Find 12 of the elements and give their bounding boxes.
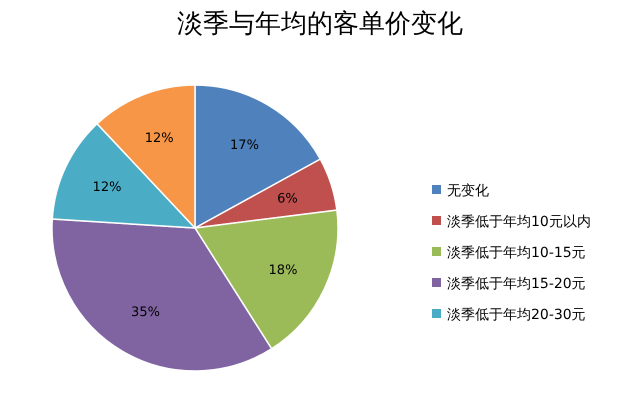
legend-label: 淡季低于年均10元以内 [447, 214, 591, 230]
legend-label: 淡季低于年均10-15元 [447, 244, 586, 261]
chart-title: 淡季与年均的客单价变化 [177, 9, 463, 39]
legend-label: 淡季低于年均15-20元 [447, 276, 586, 292]
data-label: 18% [268, 262, 298, 278]
data-label: 12% [144, 131, 174, 146]
legend-label: 无变化 [447, 182, 489, 199]
legend-label: 淡季低于年均20-30元 [447, 306, 586, 323]
data-label: 17% [230, 138, 259, 153]
data-label: 35% [131, 305, 160, 320]
data-label: 12% [92, 180, 122, 196]
data-label: 6% [277, 192, 298, 206]
